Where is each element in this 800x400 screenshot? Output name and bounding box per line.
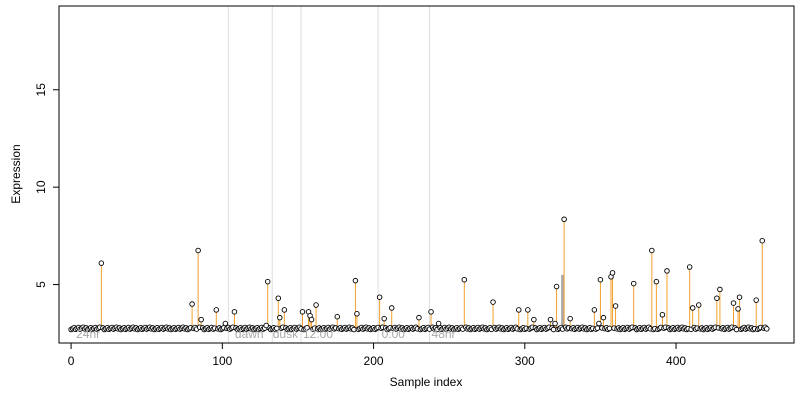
x-tick-label: 200 — [364, 354, 384, 368]
baseline-point — [550, 326, 557, 333]
peak-point — [567, 315, 573, 322]
peak-point — [612, 303, 619, 309]
peak-point — [264, 278, 271, 285]
peak-point — [759, 237, 765, 244]
peak-point — [600, 314, 607, 321]
x-axis-label: Sample index — [390, 375, 463, 389]
peak-point — [649, 247, 655, 254]
y-tick-label: 15 — [34, 83, 48, 97]
peak-point — [461, 276, 468, 283]
y-axis: 5 10 15 — [34, 83, 60, 288]
peak-point — [376, 294, 383, 300]
peak-point — [263, 322, 269, 329]
peak-point — [516, 307, 522, 313]
peak-point — [753, 297, 759, 303]
peak-point — [591, 307, 598, 313]
peak-point — [689, 305, 696, 311]
peak-point — [308, 316, 315, 323]
peak-point — [597, 276, 604, 283]
peak-point — [352, 277, 359, 284]
peak-point — [596, 320, 602, 327]
peak-point — [730, 300, 737, 306]
peak-point — [189, 301, 195, 307]
y-tick-label: 10 — [34, 180, 48, 194]
peak-point — [735, 306, 741, 312]
vertical-reference-lines — [227, 6, 431, 343]
peak-point — [561, 216, 567, 223]
annotation-label: dusk — [273, 327, 299, 341]
peak-point — [653, 278, 660, 285]
x-tick-label: 400 — [666, 354, 686, 368]
peak-point — [659, 312, 666, 318]
peak-point — [525, 307, 531, 313]
x-axis: 0 100 200 300 400 — [68, 342, 686, 368]
peak-point — [198, 316, 204, 323]
data-points — [68, 216, 770, 333]
peak-point — [381, 315, 387, 322]
peak-point — [714, 295, 720, 301]
y-tick-label: 5 — [34, 281, 48, 288]
peak-point — [547, 316, 554, 323]
peak-point — [416, 314, 422, 321]
peak-point — [686, 264, 693, 270]
peak-point — [695, 302, 702, 308]
baseline-point — [594, 325, 601, 331]
peak-point — [717, 286, 723, 293]
time-annotations: 24hr dawn dusk 12:00 0:00 48hr — [76, 327, 455, 341]
annotation-label: 48hr — [432, 327, 456, 341]
peak-point — [354, 311, 360, 317]
baseline-point — [351, 326, 357, 333]
peak-point — [313, 302, 319, 308]
baseline-point — [764, 326, 770, 332]
peak-point — [490, 299, 496, 305]
annotation-label: dawn — [235, 327, 264, 341]
peak-point — [609, 270, 616, 276]
peak-point — [435, 320, 442, 327]
peak-point — [630, 280, 637, 287]
peak-point — [222, 320, 229, 327]
plot-frame — [58, 5, 795, 344]
peak-point — [736, 294, 743, 300]
peak-point — [281, 307, 288, 313]
peak-point — [299, 309, 306, 315]
x-tick-label: 300 — [515, 354, 535, 368]
annotation-label: 24hr — [76, 327, 100, 341]
peak-point — [664, 268, 670, 274]
baseline-point — [606, 325, 613, 332]
peak-point — [428, 309, 434, 315]
annotation-label: 12:00 — [303, 327, 333, 341]
peak-point — [388, 305, 395, 311]
baseline-point — [304, 324, 310, 331]
peak-point — [334, 313, 341, 320]
peak-point — [531, 316, 537, 323]
peak-point — [213, 307, 220, 313]
annotation-label: 0:00 — [382, 327, 406, 341]
peak-point — [98, 260, 105, 266]
x-tick-label: 0 — [68, 354, 75, 368]
peak-point — [231, 309, 238, 315]
peak-point — [277, 314, 283, 321]
peak-point — [275, 295, 282, 301]
x-tick-label: 100 — [212, 354, 232, 368]
baseline-point — [733, 326, 740, 333]
peak-point — [552, 320, 558, 327]
y-axis-label: Expression — [9, 144, 23, 203]
peak-point — [553, 283, 560, 290]
peak-point — [195, 247, 201, 254]
